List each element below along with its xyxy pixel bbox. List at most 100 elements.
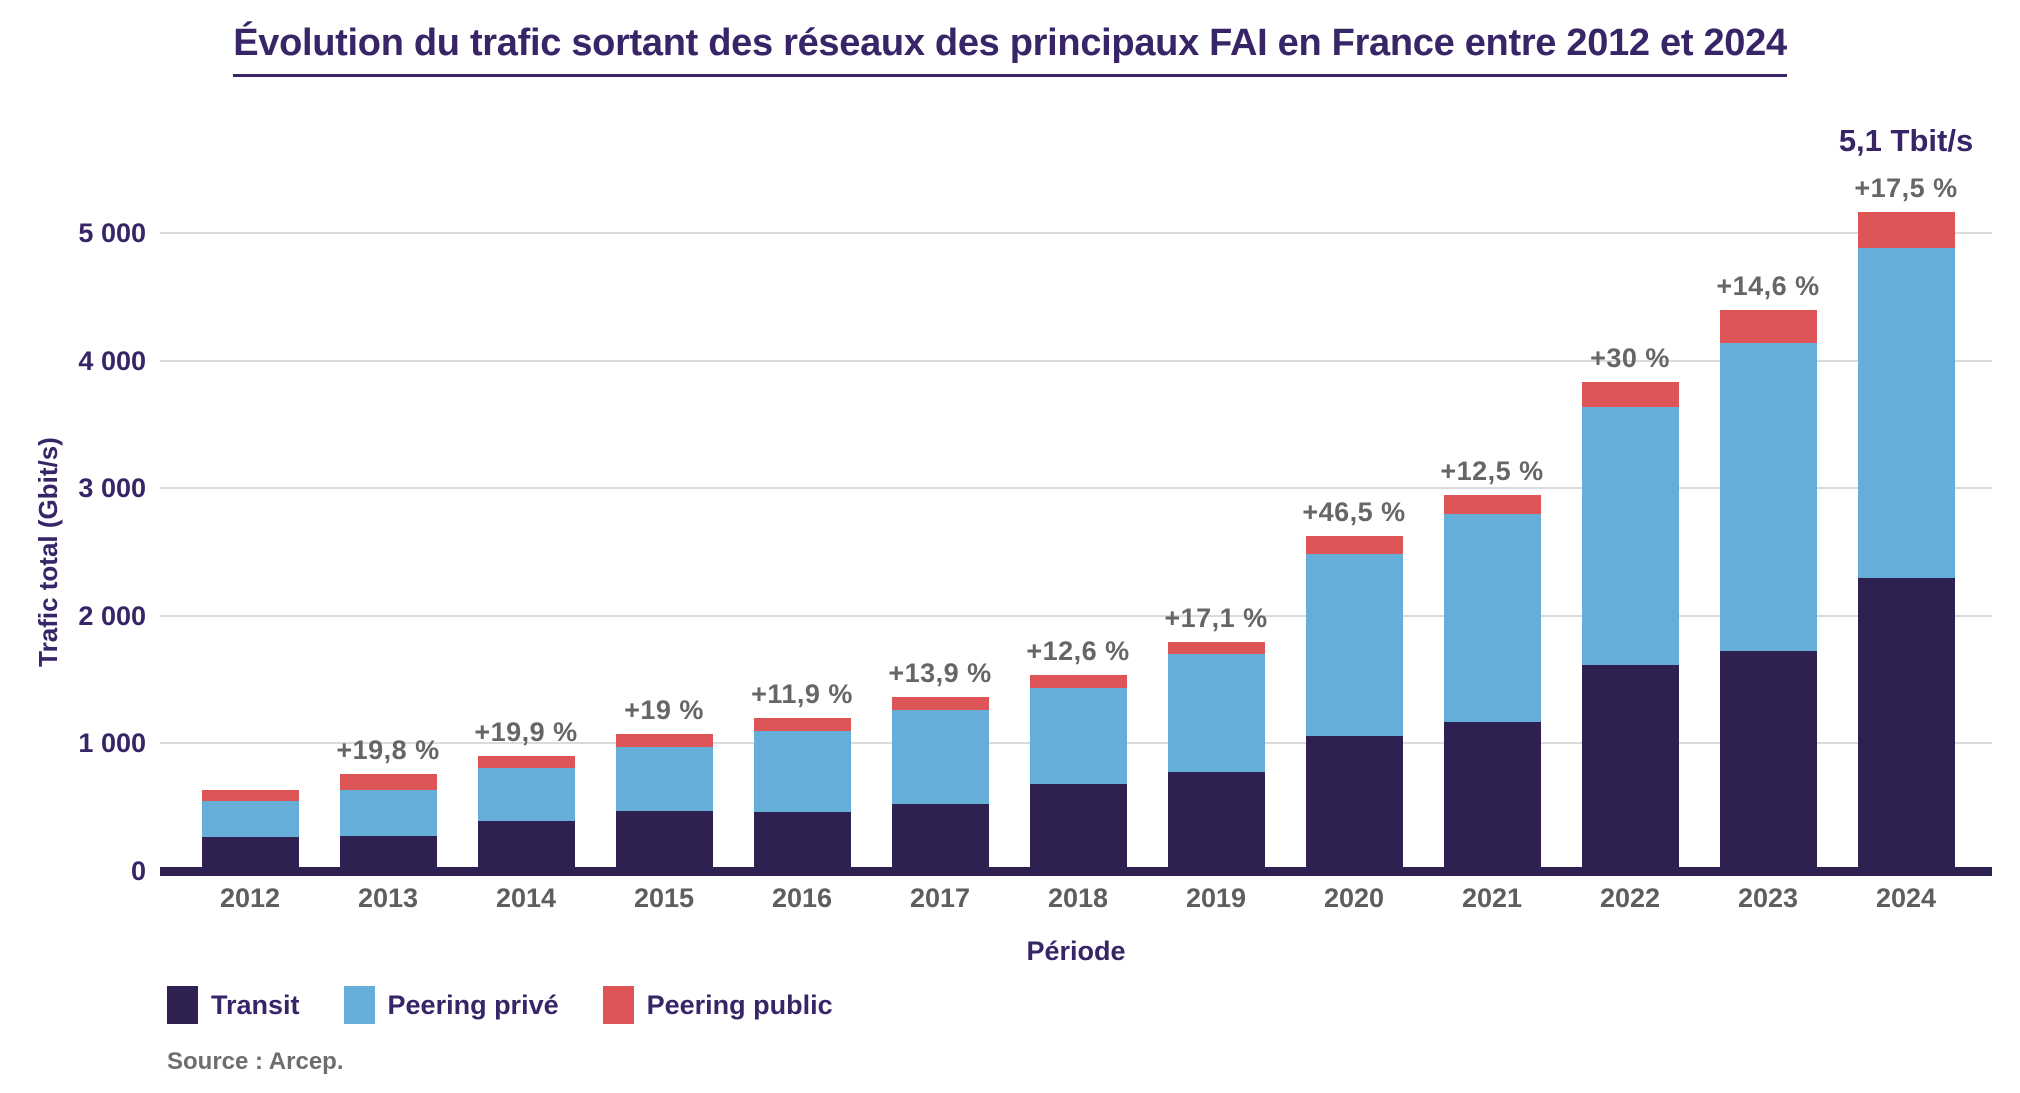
x-axis-title: Période: [1026, 936, 1126, 966]
bar-segment-peering-public-2024: [1857, 212, 1955, 249]
x-tick-label-2022: 2022: [1599, 883, 1661, 913]
growth-label-2022: +30 %: [1590, 343, 1670, 373]
x-tick-label-2017: 2017: [909, 883, 971, 913]
source-note: Source : Arcep.: [167, 1048, 344, 1075]
legend-label-transit: Transit: [211, 989, 300, 1020]
bar-2019: [1167, 642, 1265, 871]
bar-2018: [1029, 675, 1127, 871]
bar-segment-peering-public-2023: [1719, 310, 1817, 343]
bar-segment-transit-2018: [1029, 783, 1127, 871]
bar-segment-transit-2021: [1443, 721, 1541, 871]
bar-segment-peering-privé-2022: [1581, 407, 1679, 665]
bar-segment-peering-public-2013: [339, 774, 437, 790]
legend-item-peering-public: Peering public: [602, 986, 833, 1024]
bar-segment-peering-public-2016: [753, 718, 851, 731]
growth-label-2019: +17,1 %: [1164, 603, 1268, 633]
x-tick-label-2012: 2012: [219, 883, 281, 913]
y-tick-label-1000: 1 000: [78, 728, 146, 759]
bar-segment-transit-2017: [891, 803, 989, 871]
x-tick-label-2014: 2014: [495, 883, 557, 913]
bar-segment-transit-2013: [339, 835, 437, 871]
bar-segment-peering-privé-2012: [201, 800, 299, 838]
plot-area: 2012 +19,8 % 2013 +19,9 % 2014 +19 % 2015 +11,9…: [160, 0, 1992, 912]
bar-segment-peering-privé-2013: [339, 789, 437, 836]
bar-segment-transit-2020: [1305, 735, 1403, 871]
peering-prive-swatch-icon: [343, 986, 375, 1024]
gridline-3000: [160, 487, 1992, 490]
x-tick-label-2024: 2024: [1875, 883, 1937, 913]
bar-segment-peering-privé-2017: [891, 709, 989, 804]
x-tick-label-2023: 2023: [1737, 883, 1799, 913]
growth-label-2018: +12,6 %: [1026, 636, 1130, 666]
legend-item-transit: Transit: [167, 986, 300, 1024]
y-axis-title: Trafic total (Gbit/s): [33, 437, 63, 667]
bar-2014: [477, 756, 575, 871]
bar-2016: [753, 718, 851, 871]
growth-label-2023: +14,6 %: [1716, 271, 1820, 301]
growth-label-2024: +17,5 %: [1854, 173, 1958, 203]
bar-2015: [615, 734, 713, 871]
bar-segment-peering-privé-2016: [753, 730, 851, 812]
growth-label-2021: +12,5 %: [1440, 456, 1544, 486]
x-axis-baseline: [160, 867, 1992, 876]
bar-2022: [1581, 382, 1679, 871]
x-tick-label-2018: 2018: [1047, 883, 1109, 913]
bar-2021: [1443, 495, 1541, 871]
growth-label-2020: +46,5 %: [1302, 497, 1406, 527]
y-tick-label-0: 0: [130, 856, 146, 886]
bar-2020: [1305, 536, 1403, 871]
bar-segment-peering-public-2018: [1029, 675, 1127, 688]
bar-segment-peering-public-2014: [477, 756, 575, 768]
x-tick-label-2020: 2020: [1323, 883, 1385, 913]
x-tick-label-2016: 2016: [771, 883, 833, 913]
bar-segment-transit-2015: [615, 810, 713, 871]
x-tick-label-2019: 2019: [1185, 883, 1247, 913]
peak-annotation: 5,1 Tbit/s: [1838, 123, 1974, 158]
bar-segment-transit-2014: [477, 820, 575, 871]
bar-2024: [1857, 212, 1955, 871]
bar-segment-peering-public-2022: [1581, 382, 1679, 407]
bar-segment-peering-privé-2019: [1167, 653, 1265, 772]
x-tick-label-2013: 2013: [357, 883, 419, 913]
bar-segment-peering-public-2012: [201, 790, 299, 801]
bar-segment-transit-2024: [1857, 577, 1955, 871]
peering-public-swatch-icon: [602, 986, 634, 1024]
bar-segment-peering-privé-2014: [477, 767, 575, 821]
y-tick-label-4000: 4 000: [78, 345, 146, 376]
growth-label-2014: +19,9 %: [474, 717, 578, 747]
x-tick-label-2021: 2021: [1461, 883, 1523, 913]
bar-segment-peering-public-2021: [1443, 495, 1541, 515]
bar-2023: [1719, 310, 1817, 871]
bar-2012: [201, 790, 299, 872]
gridline-2000: [160, 614, 1992, 617]
bar-segment-peering-privé-2018: [1029, 687, 1127, 784]
gridline-4000: [160, 359, 1992, 362]
bar-segment-transit-2023: [1719, 651, 1817, 871]
bar-segment-peering-privé-2021: [1443, 514, 1541, 722]
gridline-5000: [160, 232, 1992, 234]
bar-segment-transit-2016: [753, 811, 851, 871]
y-tick-label-5000: 5 000: [78, 218, 146, 248]
bar-segment-peering-privé-2020: [1305, 553, 1403, 736]
bar-segment-transit-2019: [1167, 771, 1265, 871]
bar-segment-peering-public-2017: [891, 697, 989, 710]
growth-label-2015: +19 %: [624, 695, 704, 725]
bar-segment-peering-privé-2024: [1857, 248, 1955, 578]
growth-label-2013: +19,8 %: [336, 735, 440, 765]
bar-segment-peering-privé-2015: [615, 747, 713, 811]
bar-segment-peering-privé-2023: [1719, 342, 1817, 652]
y-tick-label-2000: 2 000: [78, 600, 146, 631]
bar-segment-transit-2012: [201, 837, 299, 872]
bar-2013: [339, 774, 437, 871]
bar-segment-peering-public-2019: [1167, 642, 1265, 654]
legend-label-peering-prive: Peering privé: [387, 989, 559, 1020]
x-tick-label-2015: 2015: [633, 883, 695, 913]
bar-segment-peering-public-2020: [1305, 536, 1403, 554]
y-tick-label-3000: 3 000: [78, 473, 146, 504]
bar-2017: [891, 697, 989, 871]
growth-label-2016: +11,9 %: [751, 679, 853, 709]
legend-label-peering-public: Peering public: [646, 989, 833, 1020]
growth-label-2017: +13,9 %: [888, 658, 992, 688]
bar-segment-peering-public-2015: [615, 734, 713, 747]
